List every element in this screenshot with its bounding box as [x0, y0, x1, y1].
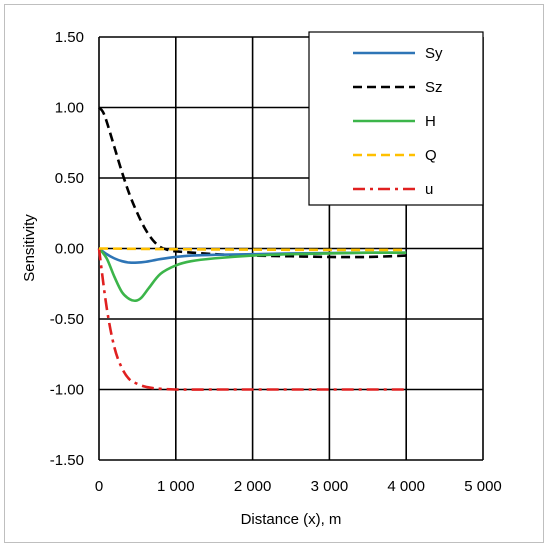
x-tick-label: 0 [95, 478, 103, 495]
y-tick-label: 0.00 [55, 241, 84, 258]
legend-label-q: Q [425, 147, 437, 164]
y-tick-label: -1.00 [50, 382, 84, 399]
x-tick-label: 4 000 [387, 478, 425, 495]
x-tick-label: 1 000 [157, 478, 195, 495]
x-axis-ticks: 0 1 000 2 000 3 000 4 000 5 000 [95, 478, 502, 495]
y-tick-label: 1.50 [55, 29, 84, 46]
y-axis-title: Sensitivity [21, 214, 38, 282]
series-layer [97, 106, 407, 391]
series-line-h [97, 247, 407, 303]
y-tick-label: 0.50 [55, 170, 84, 187]
y-tick-label: -0.50 [50, 311, 84, 328]
x-axis-title: Distance (x), m [241, 511, 342, 528]
legend: Sy Sz HQu [308, 31, 484, 206]
y-tick-label: -1.50 [50, 452, 84, 469]
x-tick-label: 2 000 [234, 478, 272, 495]
legend-label-sy: Sy [425, 45, 443, 62]
y-tick-label: 1.00 [55, 100, 84, 117]
series-line-q [98, 247, 407, 252]
series-line-u [97, 248, 407, 391]
legend-box [308, 31, 484, 206]
legend-label-h: H [425, 113, 436, 130]
x-tick-label: 3 000 [311, 478, 349, 495]
legend-label-u: u [425, 181, 433, 198]
legend-label-sz: Sz [425, 79, 443, 96]
x-tick-label: 5 000 [464, 478, 502, 495]
y-axis-ticks: 1.50 1.00 0.50 0.00 -0.50 -1.00 -1.50 [50, 29, 84, 469]
